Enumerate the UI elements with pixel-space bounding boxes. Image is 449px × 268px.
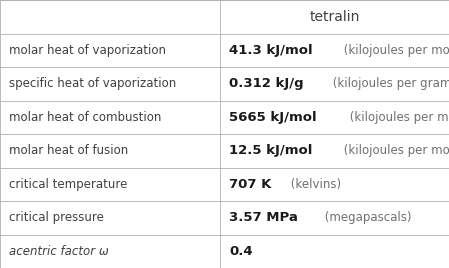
Text: 0.4: 0.4	[229, 245, 253, 258]
Text: 707 K: 707 K	[229, 178, 271, 191]
Text: critical pressure: critical pressure	[9, 211, 104, 224]
Text: 0.312 kJ/g: 0.312 kJ/g	[229, 77, 304, 90]
Text: (kilojoules per mole): (kilojoules per mole)	[340, 144, 449, 157]
Text: acentric factor ω: acentric factor ω	[9, 245, 109, 258]
Text: 12.5 kJ/mol: 12.5 kJ/mol	[229, 144, 313, 157]
Text: (kilojoules per gram): (kilojoules per gram)	[329, 77, 449, 90]
Text: molar heat of vaporization: molar heat of vaporization	[9, 44, 166, 57]
Text: molar heat of fusion: molar heat of fusion	[9, 144, 128, 157]
Text: molar heat of combustion: molar heat of combustion	[9, 111, 161, 124]
Text: 5665 kJ/mol: 5665 kJ/mol	[229, 111, 317, 124]
Text: critical temperature: critical temperature	[9, 178, 128, 191]
Text: (kilojoules per mole): (kilojoules per mole)	[346, 111, 449, 124]
Text: (kelvins): (kelvins)	[287, 178, 341, 191]
Text: tetralin: tetralin	[309, 10, 360, 24]
Text: 3.57 MPa: 3.57 MPa	[229, 211, 298, 224]
Text: (kilojoules per mole): (kilojoules per mole)	[340, 44, 449, 57]
Text: 41.3 kJ/mol: 41.3 kJ/mol	[229, 44, 313, 57]
Text: (megapascals): (megapascals)	[321, 211, 412, 224]
Text: specific heat of vaporization: specific heat of vaporization	[9, 77, 176, 90]
